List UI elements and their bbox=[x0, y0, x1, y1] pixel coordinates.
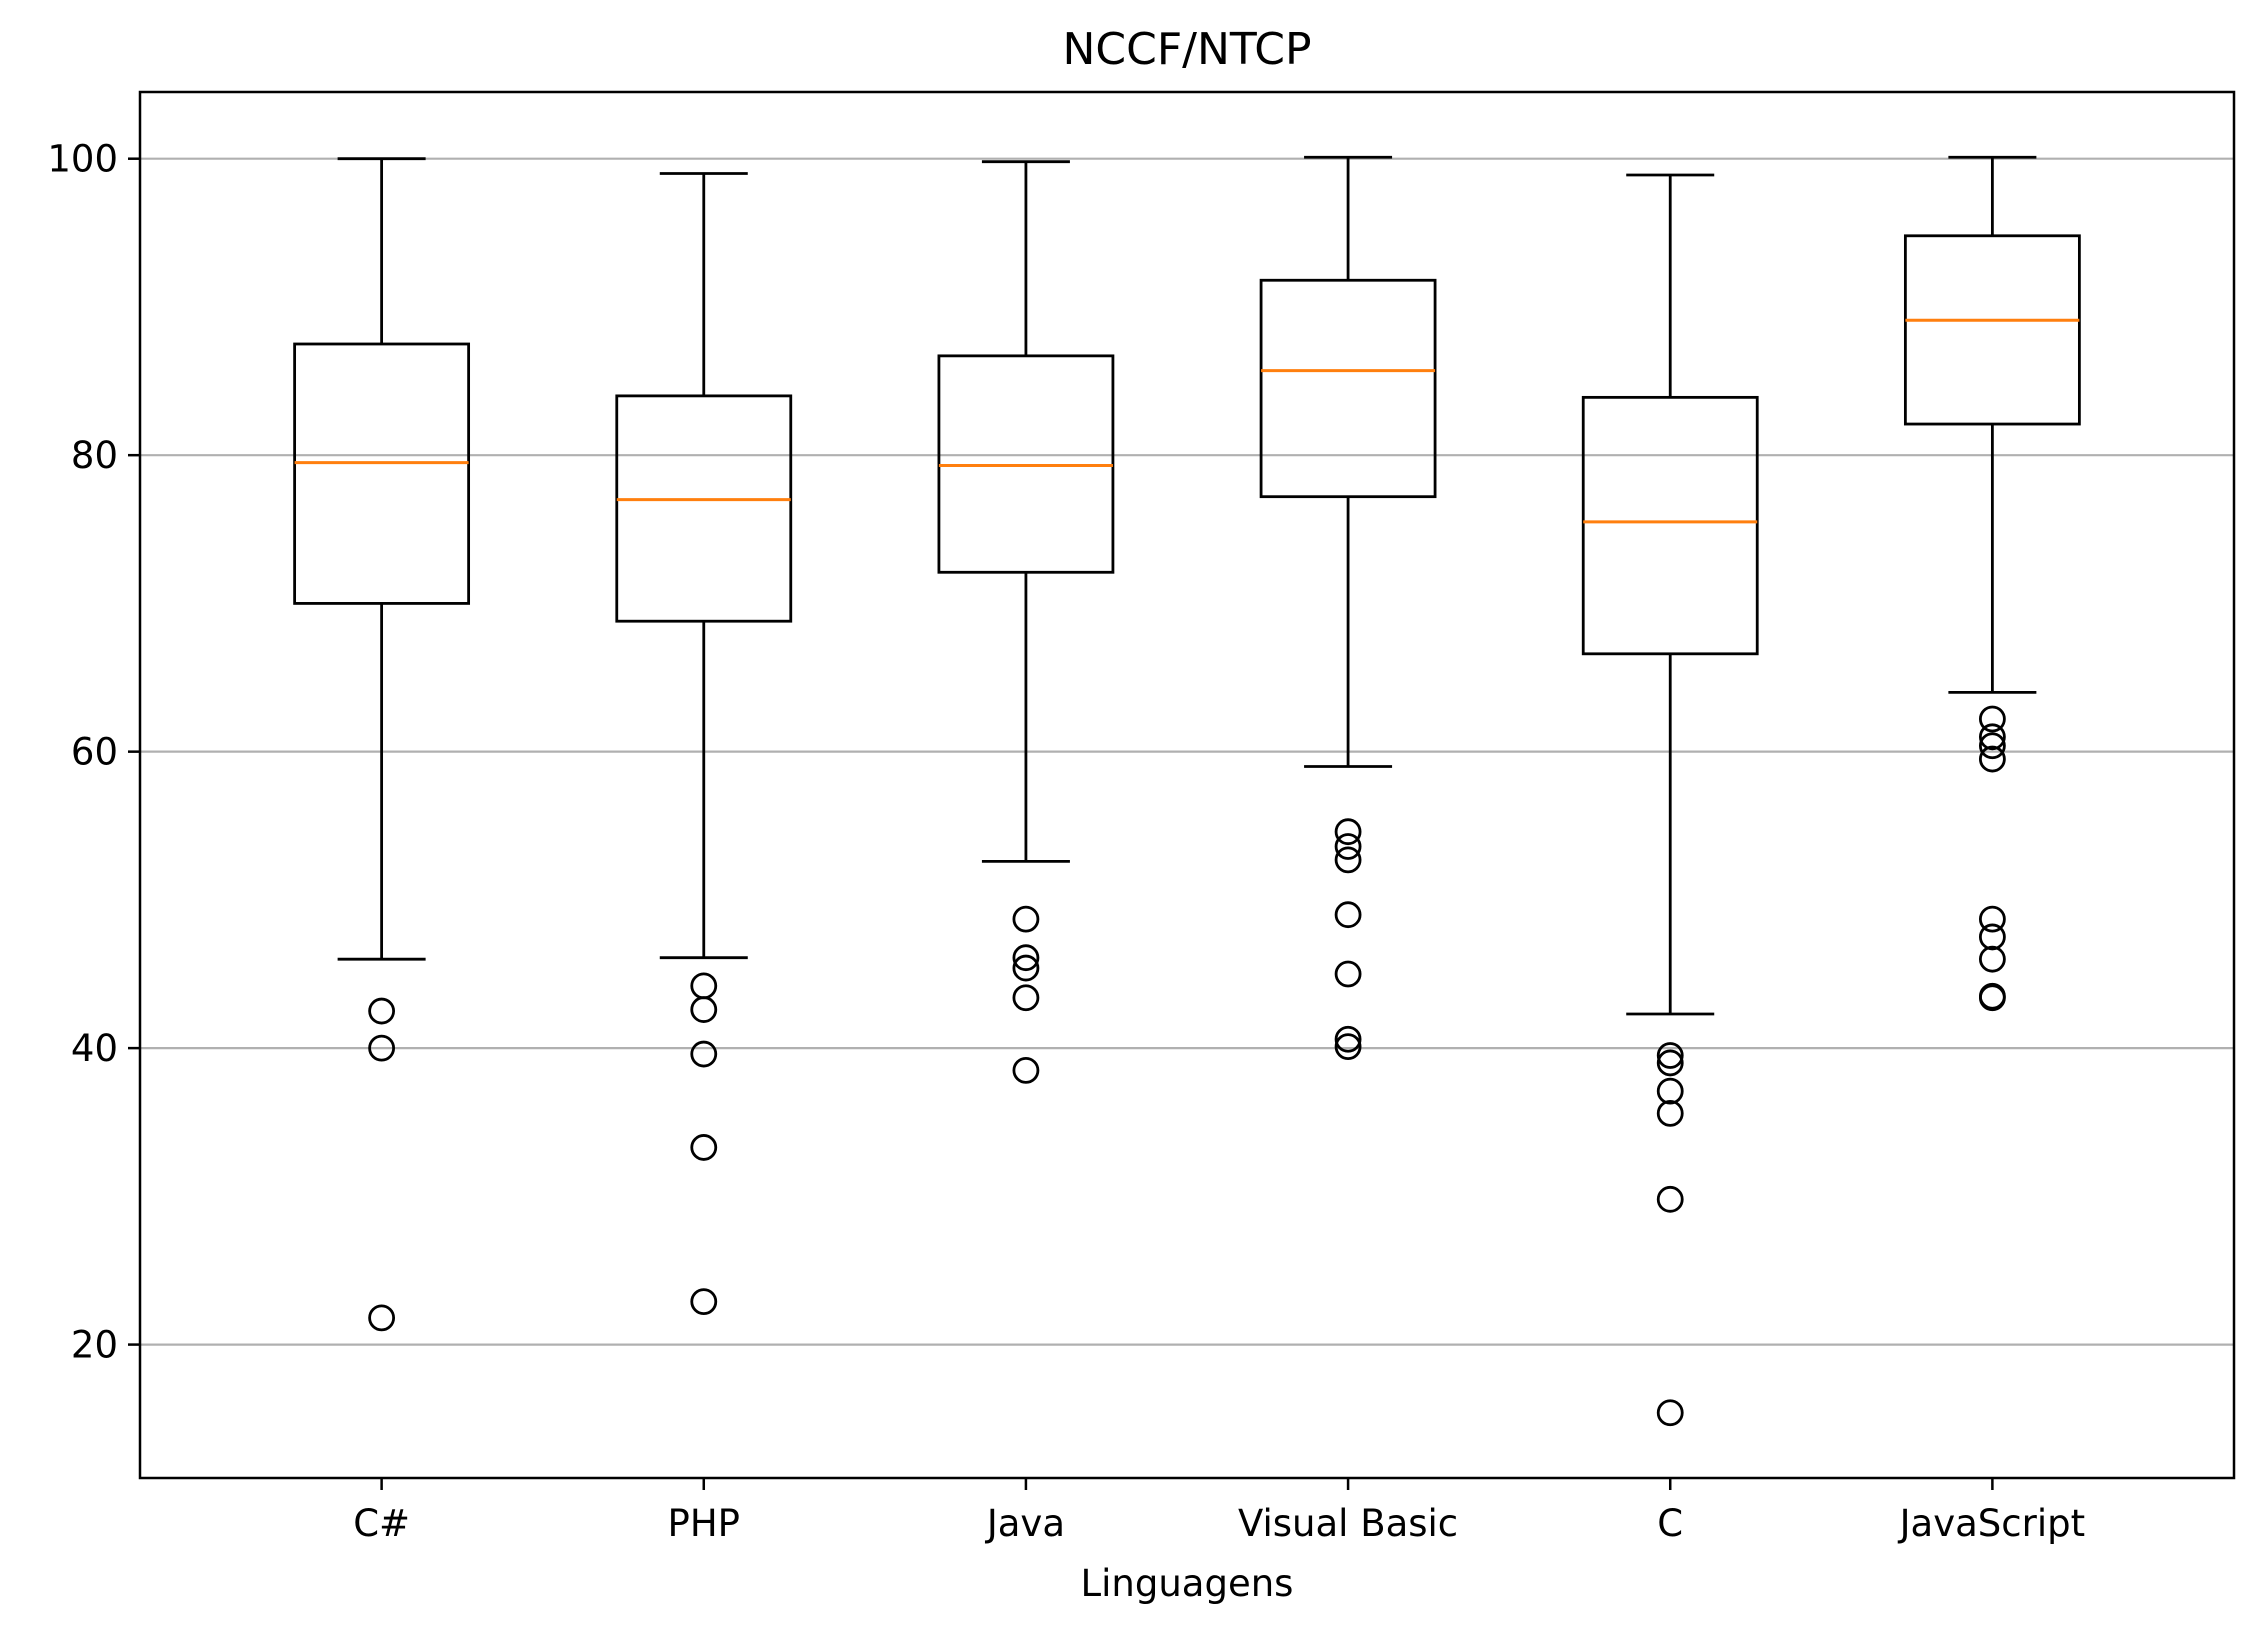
outlier-point bbox=[1978, 745, 2006, 773]
x-tick-label: JavaScript bbox=[1898, 1502, 2085, 1545]
outlier-point bbox=[690, 996, 718, 1023]
outlier-point bbox=[1656, 1185, 1684, 1213]
outlier-point bbox=[1012, 944, 1040, 972]
outlier-point bbox=[368, 1034, 396, 1062]
grid-lines bbox=[140, 157, 2234, 1346]
x-tick-label: PHP bbox=[668, 1502, 740, 1545]
outlier-point bbox=[1334, 1025, 1362, 1053]
x-axis-ticks: C# PHP Java Visual Basic C JavaScript bbox=[353, 1478, 2085, 1545]
iqr-box bbox=[293, 342, 471, 605]
x-axis-label: Linguagens bbox=[1081, 1562, 1294, 1605]
y-tick-label: 80 bbox=[71, 434, 118, 477]
outlier-point bbox=[1978, 905, 2006, 933]
y-tick-label: 100 bbox=[47, 138, 118, 181]
outlier-point bbox=[1334, 818, 1362, 846]
outlier-point bbox=[1012, 905, 1040, 933]
iqr-box bbox=[1259, 278, 1437, 499]
plot-area-frame bbox=[138, 90, 2236, 1480]
y-tick-label: 40 bbox=[71, 1027, 118, 1070]
outlier-point bbox=[1978, 705, 2006, 733]
chart-title: NCCF/NTCP bbox=[1063, 24, 1312, 75]
outlier-point bbox=[1334, 846, 1362, 874]
y-axis-ticks: 20 40 60 80 100 bbox=[47, 138, 140, 1367]
outlier-point bbox=[1334, 960, 1362, 988]
outlier-point bbox=[1656, 1042, 1684, 1069]
outlier-point bbox=[1656, 1077, 1684, 1105]
x-tick-label: C bbox=[1657, 1502, 1683, 1545]
outlier-point bbox=[1334, 1033, 1362, 1061]
outlier-point bbox=[1334, 833, 1362, 860]
outlier-point bbox=[1656, 1049, 1684, 1077]
x-tick-label: Visual Basic bbox=[1238, 1502, 1458, 1545]
box-series bbox=[293, 155, 2081, 1016]
box-c bbox=[1581, 173, 1759, 1016]
iqr-box bbox=[1903, 234, 2081, 426]
iqr-box bbox=[1581, 395, 1759, 656]
x-tick-label: Java bbox=[985, 1502, 1065, 1545]
outlier-point bbox=[690, 1134, 718, 1161]
y-tick-label: 60 bbox=[71, 731, 118, 774]
box-c- bbox=[293, 157, 471, 961]
outlier-point bbox=[1656, 1399, 1684, 1427]
box-javascript bbox=[1903, 155, 2081, 694]
box-java bbox=[937, 160, 1115, 863]
x-tick-label: C# bbox=[353, 1502, 410, 1545]
box-visual-basic bbox=[1259, 155, 1437, 768]
outlier-point bbox=[1978, 732, 2006, 760]
outlier-point bbox=[1978, 945, 2006, 973]
outlier-point bbox=[368, 997, 396, 1025]
outlier-point bbox=[1656, 1099, 1684, 1127]
outlier-point bbox=[1012, 954, 1040, 982]
outlier-point bbox=[1334, 901, 1362, 929]
outlier-points bbox=[368, 705, 2006, 1427]
outlier-point bbox=[368, 1304, 396, 1332]
outlier-point bbox=[1978, 984, 2006, 1012]
outlier-point bbox=[1012, 1056, 1040, 1084]
outlier-point bbox=[690, 972, 718, 1000]
box-php bbox=[615, 172, 793, 960]
outlier-point bbox=[690, 1040, 718, 1068]
outlier-point bbox=[1012, 984, 1040, 1012]
outlier-point bbox=[1978, 923, 2006, 951]
y-tick-label: 20 bbox=[71, 1324, 118, 1367]
iqr-box bbox=[615, 394, 793, 623]
outlier-point bbox=[1978, 723, 2006, 751]
outlier-point bbox=[690, 1288, 718, 1315]
